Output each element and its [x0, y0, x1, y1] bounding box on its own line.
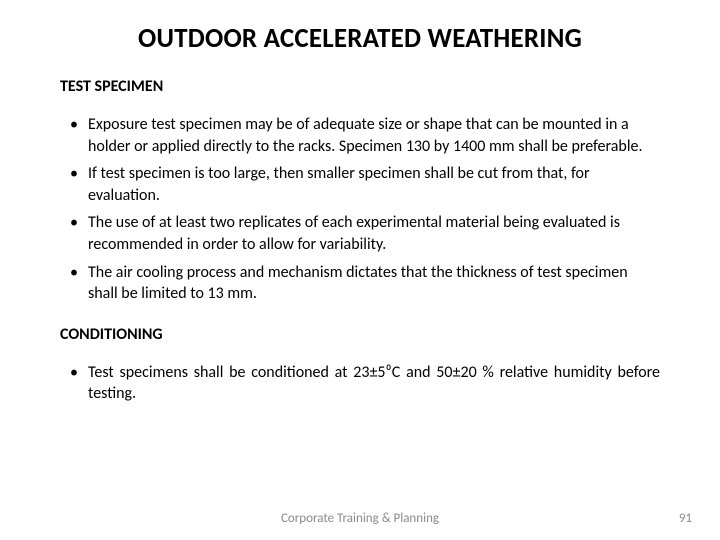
footer-center-text: Corporate Training & Planning — [0, 511, 720, 526]
section-conditioning: CONDITIONING Test specimens shall be con… — [60, 325, 660, 405]
page-number: 91 — [679, 511, 692, 526]
list-item: Test specimens shall be conditioned at 2… — [60, 362, 660, 405]
slide-title: OUTDOOR ACCELERATED WEATHERING — [60, 22, 660, 55]
section-test-specimen: TEST SPECIMEN Exposure test specimen may… — [60, 77, 660, 305]
list-item: If test specimen is too large, then smal… — [60, 163, 660, 206]
list-item: The air cooling process and mechanism di… — [60, 262, 660, 305]
section-heading: CONDITIONING — [60, 325, 660, 344]
bullet-list: Exposure test specimen may be of adequat… — [60, 114, 660, 305]
list-item: The use of at least two replicates of ea… — [60, 212, 660, 255]
slide-content: OUTDOOR ACCELERATED WEATHERING TEST SPEC… — [0, 0, 720, 405]
bullet-list: Test specimens shall be conditioned at 2… — [60, 362, 660, 405]
section-heading: TEST SPECIMEN — [60, 77, 660, 96]
list-item: Exposure test specimen may be of adequat… — [60, 114, 660, 157]
